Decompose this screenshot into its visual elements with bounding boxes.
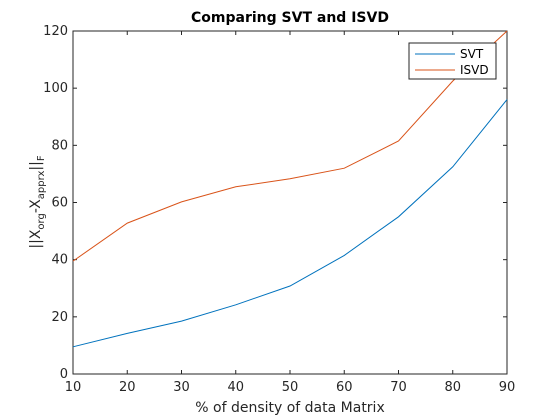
y-tick-label: 20 [51,310,68,325]
x-axis-label: % of density of data Matrix [195,400,385,416]
y-tick-label: 40 [51,253,68,268]
y-label-close: || [28,161,44,170]
y-label-sub-apprx: apprx [36,171,47,200]
y-label-open: ||X [28,229,44,248]
legend: SVT ISVD [409,43,496,79]
axes-box [73,31,507,374]
y-tick-label: 0 [60,367,68,382]
legend-label-isvd: ISVD [460,63,489,77]
y-label-sub-f: F [36,155,47,161]
x-tick-label: 20 [119,380,136,395]
legend-label-svt: SVT [460,47,484,61]
x-tick-label: 70 [390,380,407,395]
x-tick-label: 50 [282,380,299,395]
y-tick-label: 100 [43,81,68,96]
x-tick-label: 60 [336,380,353,395]
y-tick-label: 120 [43,24,68,39]
x-tick-label: 40 [227,380,244,395]
y-tick-label: 60 [51,196,68,211]
y-label-sub-org: org [36,213,47,229]
chart-title: Comparing SVT and ISVD [191,10,389,26]
x-tick-label: 80 [444,380,461,395]
plot-area: 10 20 30 40 50 60 70 80 90 0 20 40 60 80 100 120 [43,24,515,395]
y-label-mid: -X [28,199,44,213]
x-tick-label: 90 [499,380,516,395]
y-tick-label: 80 [51,138,68,153]
x-tick-label: 10 [65,380,82,395]
x-tick-label: 30 [173,380,190,395]
